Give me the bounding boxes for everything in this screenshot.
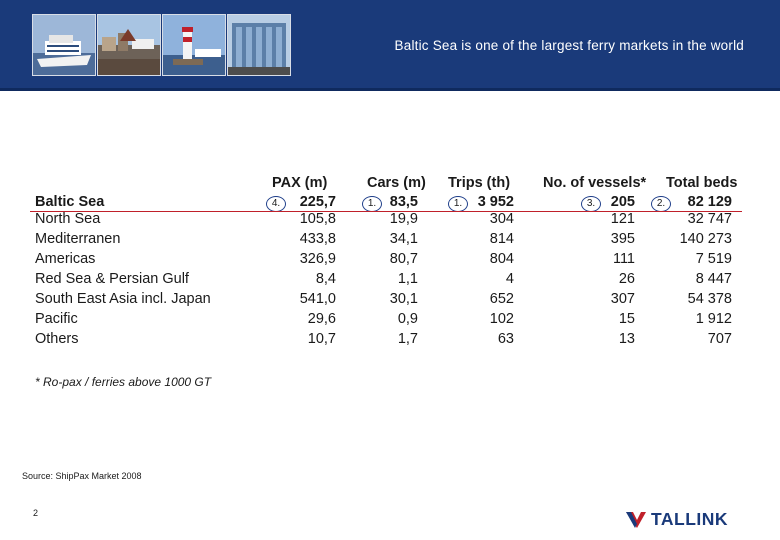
cell-vessels: 13 (618, 331, 635, 347)
cell-trips: 814 (489, 231, 514, 247)
cell-trips: 652 (489, 291, 514, 307)
cell-pax: 105,8 (299, 211, 336, 227)
region-label: Mediterranen (35, 231, 121, 247)
cell-cars: 1,7 (397, 331, 418, 347)
header-divider (0, 88, 780, 91)
region-label: South East Asia incl. Japan (35, 291, 211, 307)
cell-trips: 804 (489, 251, 514, 267)
baltic-pax-value: 225,7 (299, 194, 336, 210)
cell-pax: 326,9 (299, 251, 336, 267)
cell-cars: 30,1 (389, 291, 418, 307)
cell-vessels: 15 (618, 311, 635, 327)
cell-cars: 80,7 (389, 251, 418, 267)
ship-photo-icon (32, 14, 96, 76)
cell-vessels: 111 (612, 251, 635, 267)
column-header-trips: Trips (th) (448, 175, 511, 191)
cell-trips: 304 (489, 211, 514, 227)
cell-pax: 541,0 (299, 291, 336, 307)
cell-cars: 1,1 (397, 271, 418, 287)
cell-pax: 8,4 (315, 271, 336, 287)
tallink-logo-text: TALLINK (651, 509, 729, 529)
cell-pax: 29,6 (307, 311, 336, 327)
cell-cars: 34,1 (389, 231, 418, 247)
cell-beds: 707 (707, 331, 732, 347)
region-label: Others (35, 331, 79, 347)
page-number: 2 (33, 508, 39, 518)
baltic-vessels-value: 205 (610, 194, 635, 210)
header-divider-line (30, 211, 742, 212)
cell-beds: 1 912 (695, 311, 732, 327)
cell-beds: 7 519 (695, 251, 732, 267)
region-label: North Sea (35, 211, 101, 227)
cell-cars: 19,9 (389, 211, 418, 227)
tallink-logo-mark-icon (626, 512, 646, 528)
cell-vessels: 121 (610, 211, 635, 227)
baltic-beds-value: 82 129 (687, 194, 732, 210)
cell-beds: 54 378 (687, 291, 732, 307)
column-header-pax: PAX (m) (272, 175, 328, 191)
harbor-photo-icon (97, 14, 161, 76)
column-header-beds: Total beds (666, 175, 738, 191)
column-header-vessels: No. of vessels* (543, 175, 647, 191)
tallink-logo: TALLINK (624, 508, 754, 530)
cell-trips: 4 (505, 271, 514, 287)
region-label: Red Sea & Persian Gulf (35, 271, 189, 287)
cell-vessels: 395 (610, 231, 635, 247)
cell-vessels: 26 (618, 271, 635, 287)
cell-vessels: 307 (610, 291, 635, 307)
source-note: Source: ShipPax Market 2008 (22, 471, 142, 481)
baltic-sea-label: Baltic Sea (35, 194, 105, 210)
cell-beds: 140 273 (679, 231, 732, 247)
lighthouse-photo-icon (162, 14, 226, 76)
footnote: * Ro-pax / ferries above 1000 GT (35, 375, 212, 389)
cell-cars: 0,9 (397, 311, 418, 327)
baltic-trips-value: 3 952 (477, 194, 514, 210)
region-label: Pacific (35, 311, 78, 327)
cell-beds: 8 447 (695, 271, 732, 287)
cell-pax: 433,8 (299, 231, 336, 247)
terminal-photo-icon (227, 14, 291, 76)
baltic-cars-value: 83,5 (389, 194, 418, 210)
cell-trips: 102 (489, 311, 514, 327)
cell-pax: 10,7 (307, 331, 336, 347)
slide-title: Baltic Sea is one of the largest ferry m… (394, 38, 744, 53)
region-label: Americas (35, 251, 96, 267)
cell-trips: 63 (497, 331, 514, 347)
cell-beds: 32 747 (687, 211, 732, 227)
column-header-cars: Cars (m) (367, 175, 426, 191)
